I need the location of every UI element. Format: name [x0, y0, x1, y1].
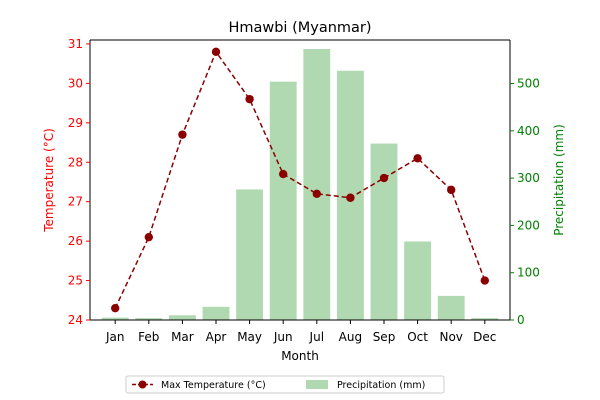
precipitation-bars	[101, 48, 499, 321]
y-right-tick-label: 300	[517, 171, 540, 185]
x-tick-label: Mar	[171, 330, 194, 344]
legend-label-precipitation: Precipitation (mm)	[337, 380, 425, 391]
precipitation-bar	[202, 306, 230, 320]
y-axis-label-left: Temperature (°C)	[42, 128, 56, 233]
temperature-point	[346, 193, 355, 202]
legend-box	[125, 375, 445, 394]
y-left-tick-label: 29	[68, 116, 83, 130]
y-right-tick-label: 200	[517, 218, 540, 232]
temperature-line	[111, 47, 489, 313]
legend: Max Temperature (°C) Precipitation (mm)	[125, 375, 445, 394]
y-left-tick-label: 26	[68, 234, 83, 248]
x-tick-label: Aug	[339, 330, 362, 344]
x-tick-label: Dec	[473, 330, 496, 344]
precipitation-bar	[437, 295, 465, 320]
temperature-point	[279, 169, 288, 179]
axes: 24 25 26 27 28 29 30 31 0 100 200 300 400 500 Jan Feb Ma…	[68, 37, 540, 344]
x-tick-label: Sep	[373, 330, 396, 344]
temperature-point	[211, 47, 221, 57]
x-tick-label: Apr	[206, 330, 227, 344]
y-left-tick-label: 25	[68, 274, 83, 288]
legend-marker-swatch	[138, 380, 147, 389]
temperature-point	[379, 173, 389, 183]
chart-title: Hmawbi (Myanmar)	[228, 20, 371, 36]
precipitation-bar	[135, 318, 163, 320]
y-right-tick-label: 100	[517, 266, 540, 280]
y-right-tick-label: 400	[517, 124, 540, 138]
precipitation-bar	[303, 48, 331, 321]
y-left-tick-label: 24	[68, 313, 83, 327]
y-left-tick-label: 30	[68, 76, 83, 90]
precipitation-bar	[404, 241, 432, 320]
x-tick-label: May	[237, 330, 262, 344]
legend-label-temperature: Max Temperature (°C)	[161, 380, 266, 391]
y-left-tick-label: 31	[68, 37, 83, 51]
x-tick-label: Jan	[105, 330, 125, 344]
precipitation-bar	[269, 81, 297, 321]
temperature-point	[312, 189, 321, 199]
legend-bar-swatch	[306, 380, 328, 389]
y-left-tick-label: 27	[68, 195, 83, 209]
temperature-point	[413, 154, 422, 163]
x-axis-label: Month	[281, 349, 319, 363]
precipitation-bar	[471, 318, 499, 320]
precipitation-bar	[168, 315, 196, 320]
temperature-point	[178, 130, 187, 139]
temperature-series-line	[114, 50, 486, 309]
temperature-point	[447, 185, 456, 195]
x-tick-label: Oct	[407, 330, 428, 344]
x-tick-label: Jun	[273, 330, 293, 344]
x-tick-label: Nov	[439, 330, 462, 344]
x-tick-label: Feb	[138, 330, 159, 344]
x-tick-label: Jul	[309, 330, 324, 344]
y-left-tick-label: 28	[68, 155, 83, 169]
precipitation-bar	[101, 317, 129, 320]
y-right-tick-label: 0	[517, 313, 525, 327]
temperature-point	[144, 232, 153, 242]
temperature-point	[111, 303, 120, 313]
temperature-point	[245, 94, 254, 104]
precipitation-bar	[236, 189, 264, 320]
y-axis-label-right: Precipitation (mm)	[552, 124, 566, 236]
precipitation-bar	[370, 143, 398, 320]
temperature-point	[480, 276, 489, 285]
y-right-tick-label: 500	[517, 77, 540, 91]
